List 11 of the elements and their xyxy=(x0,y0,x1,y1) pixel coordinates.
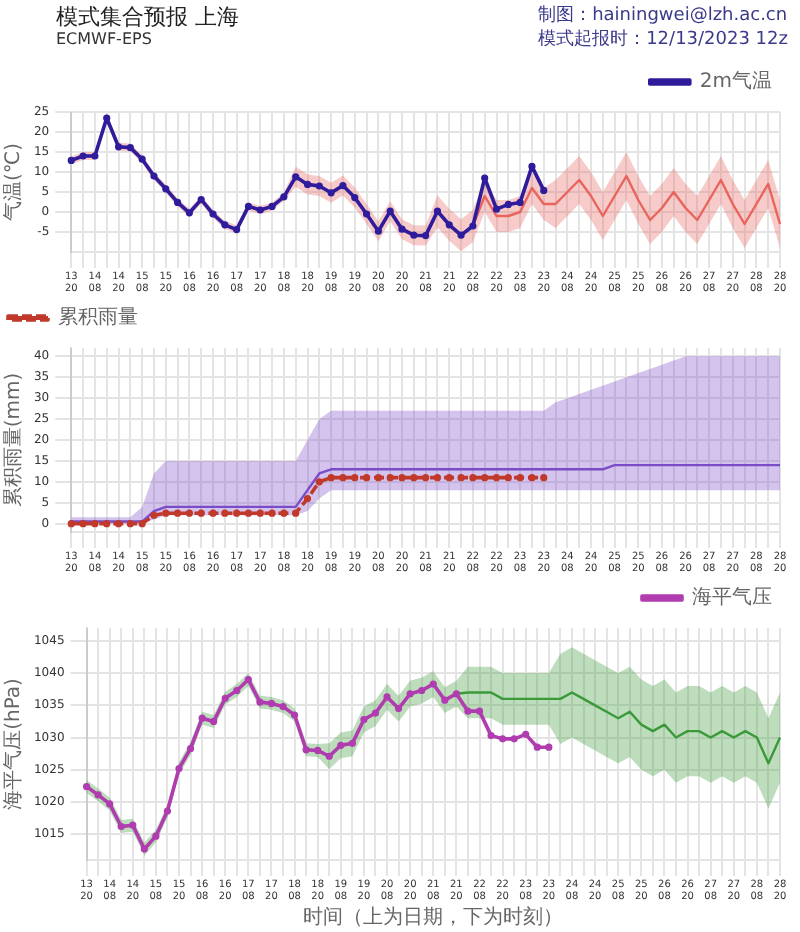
text: 制图：hainingwei@lzh.ac.cn xyxy=(538,4,788,28)
chart-title: 模式集合预报 上海 xyxy=(56,2,239,30)
y-axis-title: 累积雨量(mm) xyxy=(3,372,26,508)
y-axis-title: 海平气压(hPa) xyxy=(1,677,26,810)
chart-subtitle: ECMWF-EPS xyxy=(56,30,154,50)
legend-label: 2m气温 xyxy=(699,69,773,94)
legend-label: 海平气压 xyxy=(692,585,772,610)
x-axis-title: 时间（上为日期，下为时刻） xyxy=(303,905,564,930)
text: 模式起报时：12/13/2023 12z xyxy=(538,28,788,52)
y-axis-title: 气温(℃) xyxy=(1,142,26,222)
legend-label: 累积雨量 xyxy=(58,307,138,330)
